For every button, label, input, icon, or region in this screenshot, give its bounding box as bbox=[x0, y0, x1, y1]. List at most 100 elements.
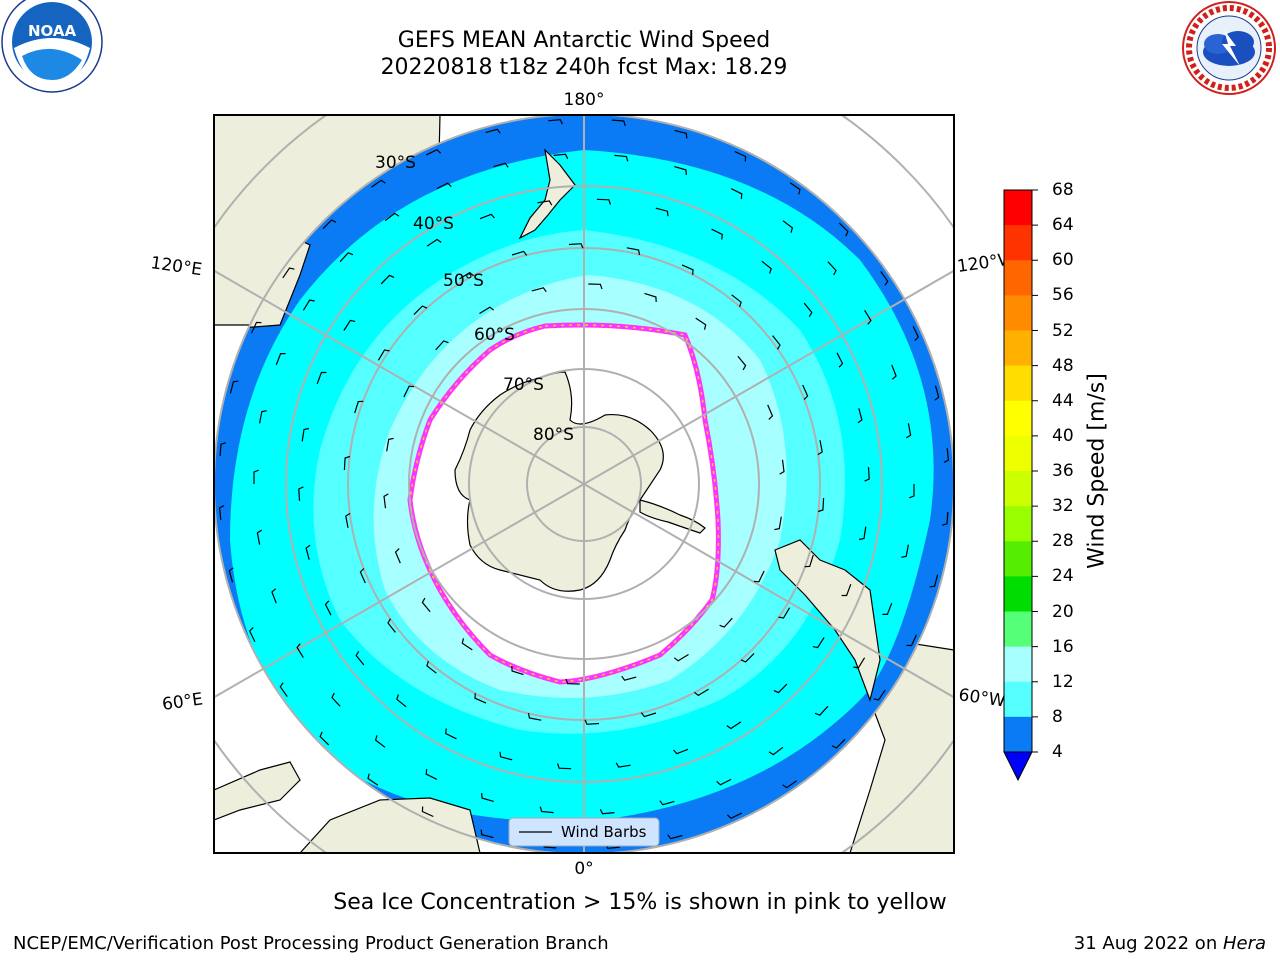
wind-barb bbox=[229, 380, 239, 394]
colorbar-tick-label: 44 bbox=[1052, 390, 1074, 411]
wind-barb bbox=[789, 182, 801, 195]
wind-barb bbox=[459, 271, 474, 280]
wind-barb bbox=[322, 219, 337, 230]
wind-barb bbox=[659, 800, 675, 806]
land-south-america-inner bbox=[774, 539, 881, 703]
wind-barb bbox=[331, 692, 341, 707]
noaa-logo-icon: NOAA bbox=[1, 0, 103, 93]
wind-barb bbox=[553, 153, 569, 160]
wind-barb bbox=[774, 516, 782, 531]
wind-barb bbox=[730, 188, 743, 199]
lon-label-60w: 60°W bbox=[957, 685, 1006, 711]
colorbar-tick-label: 12 bbox=[1052, 671, 1074, 692]
wind-barb bbox=[386, 437, 394, 452]
wind-barb bbox=[640, 712, 657, 718]
wind-barb bbox=[905, 423, 912, 439]
wind-barb bbox=[479, 213, 495, 220]
wind-barb bbox=[435, 340, 449, 351]
colorbar-segment bbox=[1004, 681, 1032, 718]
colorbar-segment bbox=[1004, 576, 1032, 612]
caption: Sea Ice Concentration > 15% is shown in … bbox=[333, 890, 947, 915]
wind-barb bbox=[858, 526, 867, 541]
wind-barb bbox=[812, 637, 825, 649]
colorbar-tick-label: 16 bbox=[1052, 636, 1074, 657]
colorbar-segment bbox=[1004, 506, 1032, 542]
wind-barb bbox=[942, 511, 949, 526]
wind-barb bbox=[906, 634, 918, 647]
colorbar-segment bbox=[1004, 190, 1032, 226]
wind-barb bbox=[909, 484, 915, 499]
lon-label-0: 0° bbox=[574, 859, 593, 879]
colorbar-segment bbox=[1004, 365, 1032, 402]
wind-barb bbox=[864, 309, 872, 325]
colorbar-tick-label: 40 bbox=[1052, 425, 1074, 446]
footer-date: 31 Aug 2022 on Hera bbox=[1074, 933, 1266, 954]
wind-barb bbox=[421, 806, 434, 818]
wind-barb bbox=[436, 182, 452, 190]
wind-barb bbox=[384, 212, 400, 222]
wind-barb bbox=[324, 600, 332, 616]
wind-barb bbox=[374, 735, 386, 748]
wind-barb bbox=[377, 349, 390, 361]
wind-barb bbox=[339, 252, 354, 263]
land-new-zealand bbox=[518, 148, 576, 240]
legend-label: Wind Barbs bbox=[561, 823, 647, 841]
colorbar-tick-label: 8 bbox=[1052, 706, 1063, 727]
wind-barb bbox=[316, 371, 327, 385]
colorbar-tick-label: 68 bbox=[1052, 180, 1074, 200]
wind-barb bbox=[804, 554, 814, 568]
wind-barb bbox=[836, 352, 844, 368]
wind-barb bbox=[737, 355, 747, 371]
colorbar bbox=[1003, 189, 1038, 782]
colorbar-segment bbox=[1004, 225, 1032, 261]
wind-barb bbox=[539, 806, 554, 814]
wind-barb bbox=[296, 643, 304, 659]
wind-barb bbox=[673, 653, 689, 662]
colorbar-extend-arrow bbox=[1003, 751, 1033, 782]
wind-barb bbox=[655, 207, 669, 217]
wind-barb bbox=[803, 302, 813, 318]
wind-barb bbox=[298, 486, 304, 501]
wind-barb bbox=[480, 829, 494, 839]
wind-barb bbox=[667, 834, 683, 840]
land-madagascar bbox=[214, 761, 301, 821]
wind-barb bbox=[831, 738, 846, 749]
wind-barb bbox=[548, 118, 563, 125]
wind-barb bbox=[611, 119, 626, 126]
footer-credit: NCEP/EMC/Verification Post Processing Pr… bbox=[13, 933, 609, 954]
wind-barb bbox=[259, 410, 267, 424]
wind-barb bbox=[779, 459, 785, 475]
wind-barb bbox=[674, 166, 687, 175]
wind-barb bbox=[248, 626, 256, 643]
wind-barb bbox=[782, 780, 797, 789]
wind-barb bbox=[873, 689, 886, 701]
wind-barb bbox=[396, 694, 407, 708]
land-antarctica bbox=[454, 371, 664, 592]
wind-barb bbox=[271, 588, 277, 604]
wind-barb bbox=[694, 688, 709, 697]
wind-barb bbox=[827, 261, 837, 276]
wind-barb bbox=[301, 427, 310, 442]
wind-barb bbox=[584, 719, 600, 725]
wind-barb bbox=[882, 602, 893, 615]
wind-barb bbox=[319, 731, 330, 746]
wind-barb bbox=[615, 762, 631, 768]
wind-barb bbox=[726, 721, 742, 730]
wind-barb bbox=[485, 128, 501, 134]
wind-barb bbox=[568, 243, 584, 249]
wind-barb bbox=[934, 385, 940, 401]
colorbar-tick-label: 36 bbox=[1052, 461, 1074, 481]
colorbar-tick-label: 56 bbox=[1052, 285, 1074, 306]
wind-barb bbox=[253, 469, 259, 484]
lon-label-180: 180° bbox=[564, 90, 605, 110]
colorbar-tick-label: 24 bbox=[1052, 566, 1074, 587]
graticule bbox=[214, 115, 954, 853]
wind-barb bbox=[279, 682, 288, 697]
lat-label-40s: 40°S bbox=[413, 214, 454, 234]
wind-barb bbox=[853, 657, 866, 669]
wind-barb bbox=[596, 198, 611, 205]
wind-barb bbox=[461, 638, 473, 651]
wind-barb bbox=[343, 455, 351, 471]
wind-barb bbox=[481, 793, 494, 802]
